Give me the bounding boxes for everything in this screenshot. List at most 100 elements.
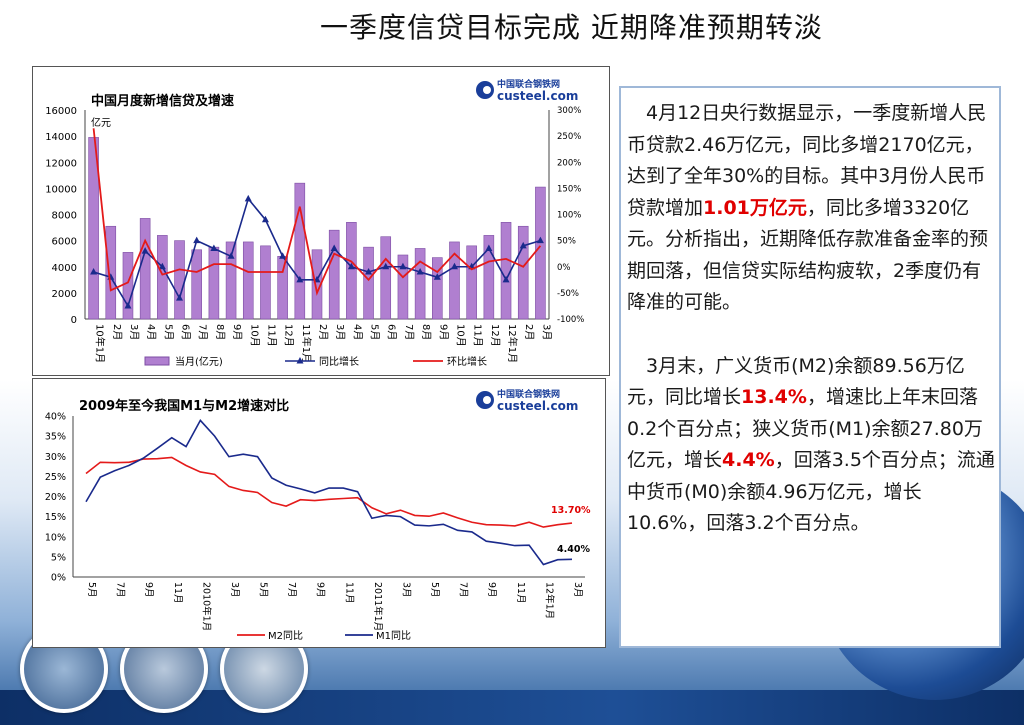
highlight-figure: 13.4% — [741, 386, 807, 408]
bar — [191, 249, 202, 320]
legend-yoy-marker — [296, 357, 304, 364]
x-tick-label: 7月 — [403, 324, 415, 340]
yoy-marker — [124, 301, 132, 309]
legend-label: 当月(亿元) — [175, 355, 223, 368]
y2-tick-label: 0% — [557, 263, 571, 273]
y-tick-label: 35% — [45, 432, 66, 443]
x-tick-label: 2月 — [317, 324, 329, 340]
x-tick-label: 6月 — [386, 324, 398, 340]
y-tick-label: 30% — [45, 452, 66, 463]
y-tick-label: 8000 — [52, 211, 77, 222]
x-tick-label: 7月 — [197, 324, 209, 340]
y-tick-label: 0 — [71, 315, 77, 326]
yoy-marker — [90, 267, 98, 275]
y-tick-label: 40% — [45, 412, 66, 423]
x-tick-label: 12年1月 — [543, 582, 555, 619]
bar — [139, 218, 151, 320]
bar — [380, 236, 392, 320]
yoy-marker — [296, 275, 304, 283]
yoy-marker — [519, 241, 527, 249]
bar — [225, 241, 237, 320]
x-tick-label: 3月 — [229, 582, 240, 598]
x-tick-label: 12月 — [489, 324, 501, 347]
yoy-marker — [450, 262, 458, 270]
x-tick-label: 11月 — [265, 324, 277, 347]
x-tick-label: 4月 — [145, 324, 157, 340]
text-run: 4月12日央行数据显示，一季度新增人民币贷款2.46万亿元，同比多增2170亿元… — [627, 102, 987, 219]
legend-label: 同比增长 — [319, 355, 359, 368]
yoy-marker — [330, 244, 338, 251]
x-tick-label: 2月 — [111, 324, 123, 340]
logo-text: 中国联合钢铁网 — [497, 388, 560, 400]
logo-icon-inner — [483, 86, 491, 94]
x-tick-label: 4月 — [351, 324, 363, 340]
x-tick-label: 5月 — [86, 582, 97, 598]
bar — [311, 249, 323, 320]
chart-title: 2009年至今我国M1与M2增速对比 — [79, 398, 289, 414]
y2-tick-label: 300% — [557, 106, 581, 116]
bar — [260, 245, 271, 320]
x-tick-label: 2010年1月 — [200, 582, 212, 631]
y-axis-unit: 亿元 — [91, 116, 111, 129]
bar — [105, 225, 117, 320]
y-tick-label: 0% — [51, 573, 66, 584]
mom-line — [92, 128, 542, 296]
x-tick-label: 2月 — [523, 324, 535, 340]
x-tick-label: 11月 — [472, 324, 484, 347]
x-tick-label: 5月 — [258, 582, 269, 598]
x-tick-label: 11月 — [515, 582, 526, 604]
yoy-marker — [210, 244, 218, 251]
bar — [432, 257, 443, 320]
y2-tick-label: 100% — [557, 211, 581, 221]
text-run: ，同比多增3320亿元。分析指出，近期降低存款准备金率的预期回落，但信贷实际结构… — [627, 196, 989, 314]
bar — [483, 235, 495, 320]
analysis-text-panel: 4月12日央行数据显示，一季度新增人民币贷款2.46万亿元，同比多增2170亿元… — [619, 86, 1001, 648]
text-run: ，增速比上年末回落0.2个百分点；狭义货币(M1)余额27.80万亿元，增长 — [627, 386, 983, 471]
yoy-marker — [244, 194, 252, 202]
x-tick-label: 12月 — [283, 324, 295, 347]
yoy-marker — [347, 262, 355, 270]
y-tick-label: 25% — [45, 472, 66, 483]
yoy-marker — [141, 247, 149, 254]
y2-tick-label: 200% — [557, 158, 581, 168]
y-tick-label: 14000 — [45, 132, 77, 143]
chart-title: 中国月度新增信贷及增速 — [91, 93, 234, 109]
y-tick-label: 6000 — [52, 237, 77, 248]
x-tick-label: 3月 — [400, 582, 411, 598]
bar — [174, 240, 185, 320]
bar — [122, 252, 134, 320]
m1-latest-annotation: 4.40% — [557, 544, 590, 555]
x-tick-label: 10年1月 — [94, 324, 107, 363]
y-tick-label: 10000 — [45, 184, 77, 195]
x-tick-label: 9月 — [315, 582, 326, 598]
y-tick-label: 20% — [45, 492, 66, 503]
x-tick-label: 3月 — [128, 324, 140, 340]
bar — [328, 229, 340, 320]
logo-icon-inner — [483, 396, 491, 404]
yoy-marker — [158, 262, 166, 270]
analysis-paragraph-money-supply: 3月末，广义货币(M2)余额89.56万亿元，同比增长13.4%，增速比上年末回… — [627, 351, 995, 540]
logo-text: 中国联合钢铁网 — [497, 78, 560, 90]
yoy-marker — [279, 252, 287, 259]
y2-tick-label: 250% — [557, 132, 581, 142]
bar — [500, 222, 512, 320]
x-tick-label: 12年1月 — [506, 324, 519, 363]
x-tick-label: 3月 — [540, 324, 552, 340]
analysis-paragraph-credit: 4月12日央行数据显示，一季度新增人民币贷款2.46万亿元，同比多增2170亿元… — [627, 98, 995, 319]
x-tick-label: 3月 — [334, 324, 346, 340]
money-supply-chart-panel: 2009年至今我国M1与M2增速对比 中国联合钢铁网 custeel.com 0% 5%… — [32, 378, 606, 648]
y2-tick-label: 150% — [557, 184, 581, 194]
legend-label: 环比增长 — [447, 355, 487, 368]
bar — [414, 248, 426, 320]
yoy-marker — [416, 267, 424, 275]
bar — [277, 256, 288, 320]
x-tick-label: 11月 — [172, 582, 183, 604]
bar — [88, 137, 99, 320]
y-tick-label: 2000 — [52, 289, 77, 300]
legend-bar-swatch — [144, 356, 170, 366]
highlight-figure: 4.4% — [722, 449, 775, 471]
yoy-marker — [193, 236, 201, 244]
m1-line — [85, 419, 573, 566]
bar — [535, 186, 546, 320]
x-tick-label: 7月 — [458, 582, 469, 598]
